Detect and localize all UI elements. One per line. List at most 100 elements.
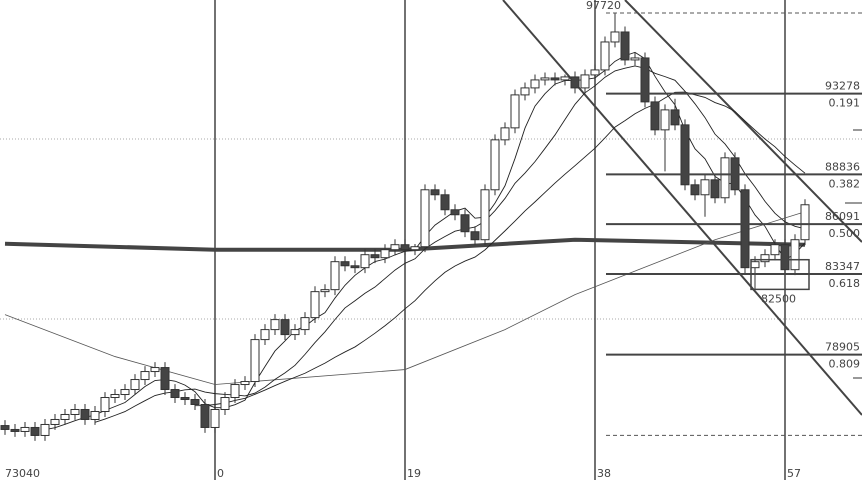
fib-ratio-label: 0.382 <box>829 177 861 190</box>
fib-ratio-label: 0.500 <box>829 227 861 240</box>
candle-bull <box>40 423 50 436</box>
candle-bear <box>460 214 470 233</box>
candles <box>0 13 810 441</box>
trend-channel <box>502 0 862 416</box>
candle-bull <box>600 41 610 71</box>
candle-bull <box>610 31 620 43</box>
channel-upper-line <box>624 0 862 243</box>
candle-bear <box>740 189 750 269</box>
candle-bear <box>200 404 210 428</box>
candle-bear <box>170 389 180 399</box>
candle-bull <box>110 394 120 399</box>
candle-bull <box>270 319 280 331</box>
candle-bear <box>160 367 170 391</box>
candle-bull <box>300 317 310 331</box>
box-label: 82500 <box>761 292 796 305</box>
candle-bull <box>260 329 270 341</box>
fib-price-label: 93278 <box>825 80 860 93</box>
candle-bear <box>340 261 350 267</box>
candle-bear <box>30 426 40 436</box>
candle-bull <box>530 79 540 89</box>
candle-bull <box>420 189 430 248</box>
candle-bull <box>540 77 550 81</box>
candle-bear <box>670 109 680 126</box>
candle-bull <box>480 189 490 241</box>
candle-bear <box>400 244 410 251</box>
candle-bull <box>380 249 390 259</box>
x-tick-label: 73040 <box>5 467 40 480</box>
range-box[interactable]: 82500 <box>750 258 810 306</box>
candle-bear <box>680 124 690 186</box>
candle-bull <box>210 408 220 428</box>
moving-average-long <box>4 211 806 385</box>
candle-bull <box>510 94 520 129</box>
fib-ratio-label: 0.191 <box>829 97 861 110</box>
candle-bull <box>130 379 140 391</box>
candle-bear <box>640 57 650 103</box>
candle-bull <box>590 69 600 76</box>
candle-bear <box>780 244 790 271</box>
fib-ratio-label: 0.809 <box>829 358 861 371</box>
fib-price-label: 88836 <box>825 160 860 173</box>
candle-bear <box>550 77 560 81</box>
candle-bull <box>20 426 30 432</box>
candle-bear <box>180 397 190 401</box>
candle-bull <box>220 397 230 410</box>
candle-bull <box>310 291 320 319</box>
candle-bear <box>280 319 290 336</box>
fib-ratio-label: 0.618 <box>829 277 861 290</box>
candle-bull <box>630 57 640 61</box>
x-tick-label: 57 <box>787 467 801 480</box>
candle-bear <box>450 209 460 216</box>
candle-bull <box>120 389 130 396</box>
candle-bull <box>770 244 780 256</box>
candle-bull <box>500 127 510 141</box>
x-tick-label: 0 <box>217 467 224 480</box>
candle-bull <box>90 410 100 420</box>
candle-bear <box>710 179 720 199</box>
candle-bear <box>190 399 200 406</box>
high-label: 97720 <box>586 0 621 12</box>
candle-bull <box>410 246 420 251</box>
candle-bull <box>760 254 770 263</box>
candle-bull <box>50 418 60 425</box>
channel-lower-line <box>502 0 862 416</box>
candle-bear <box>440 194 450 211</box>
fib-price-label: 78905 <box>825 341 860 354</box>
x-tick-label: 38 <box>597 467 611 480</box>
fib-price-label: 83347 <box>825 260 860 273</box>
x-axis-ticks: 73040 0 19 38 57 <box>5 467 801 480</box>
candle-bull <box>70 408 80 415</box>
candle-bear <box>470 231 480 241</box>
candle-bull <box>800 204 810 241</box>
candle-bear <box>650 101 660 131</box>
candle-bull <box>700 179 710 196</box>
candle-bear <box>370 254 380 259</box>
candle-bull <box>660 109 670 131</box>
candle-bull <box>150 367 160 373</box>
range-box-rect <box>750 258 810 291</box>
x-tick-label: 19 <box>407 467 421 480</box>
candle-bull <box>240 381 250 386</box>
candle-bull <box>360 254 370 269</box>
candle-bull <box>140 371 150 381</box>
candle-bear <box>10 428 20 432</box>
candle-bull <box>790 239 800 271</box>
candle-bull <box>290 329 300 336</box>
candle-bull <box>100 397 110 412</box>
fib-price-label: 86091 <box>825 210 860 223</box>
candle-bull <box>520 87 530 96</box>
candle-bull <box>60 413 70 420</box>
fibonacci-retracement[interactable]: 93278 0.191 88836 0.382 86091 0.500 83347 0.618… <box>606 12 862 436</box>
candle-bull <box>330 261 340 291</box>
candle-bull <box>720 157 730 199</box>
moving-average-20 <box>194 91 806 407</box>
candle-bull <box>250 339 260 383</box>
candle-bear <box>350 265 360 269</box>
candle-bear <box>80 408 90 420</box>
vertical-index-lines <box>214 0 786 480</box>
candle-bull <box>230 384 240 399</box>
candle-bear <box>690 184 700 196</box>
candle-bull <box>320 289 330 293</box>
